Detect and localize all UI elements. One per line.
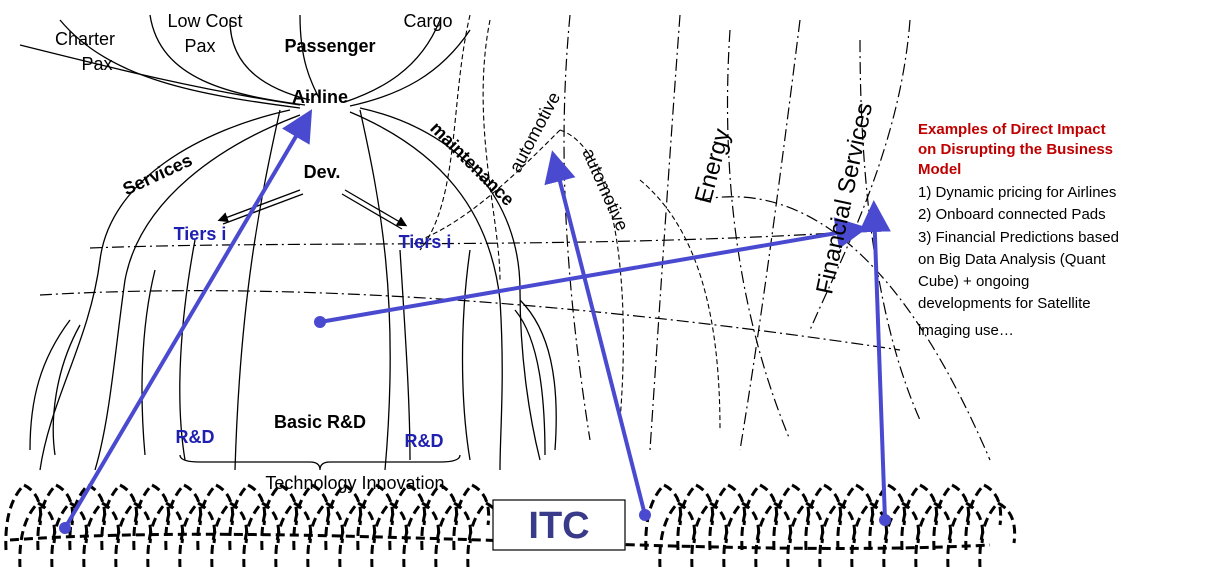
examples-item: 1) Dynamic pricing for Airlines bbox=[918, 184, 1116, 201]
examples-item: 2) Onboard connected Pads bbox=[918, 206, 1106, 223]
diagram: ITC Charter Pax Low Cost Pax Passenger C… bbox=[0, 0, 1215, 567]
label: R&D bbox=[176, 427, 215, 447]
label: maintenance bbox=[426, 118, 518, 210]
label: Basic R&D bbox=[274, 412, 366, 432]
label: Pax bbox=[81, 54, 112, 74]
examples-title: Examples of Direct Impact bbox=[918, 121, 1106, 138]
label: Airline bbox=[292, 87, 348, 107]
label: Low Cost bbox=[167, 11, 242, 31]
page: ITC Charter Pax Low Cost Pax Passenger C… bbox=[0, 0, 1215, 567]
label: R&D bbox=[405, 431, 444, 451]
arc bbox=[980, 503, 1015, 567]
examples-item: 3) Financial Predictions based bbox=[918, 229, 1119, 246]
examples-item: imaging use… bbox=[918, 322, 1014, 339]
arc bbox=[646, 485, 681, 550]
label: Charter bbox=[55, 29, 115, 49]
examples-title: on Disrupting the Business bbox=[918, 141, 1113, 158]
label: Passenger bbox=[284, 36, 375, 56]
label: Dev. bbox=[304, 162, 341, 182]
examples-title: Model bbox=[918, 161, 961, 178]
label: Services bbox=[120, 150, 196, 199]
examples-item: developments for Satellite bbox=[918, 295, 1091, 312]
examples-item: Cube) + ongoing bbox=[918, 273, 1029, 290]
itc-label: ITC bbox=[528, 505, 589, 547]
label: Cargo bbox=[403, 11, 452, 31]
examples: Examples of Direct Impact on Disrupting … bbox=[918, 121, 1119, 339]
label: Technology Innovation bbox=[265, 473, 444, 493]
examples-item: on Big Data Analysis (Quant bbox=[918, 251, 1106, 268]
label: Tiers i bbox=[174, 224, 227, 244]
label: Pax bbox=[184, 36, 215, 56]
label: automotive bbox=[578, 145, 632, 234]
label: Tiers i bbox=[399, 232, 452, 252]
